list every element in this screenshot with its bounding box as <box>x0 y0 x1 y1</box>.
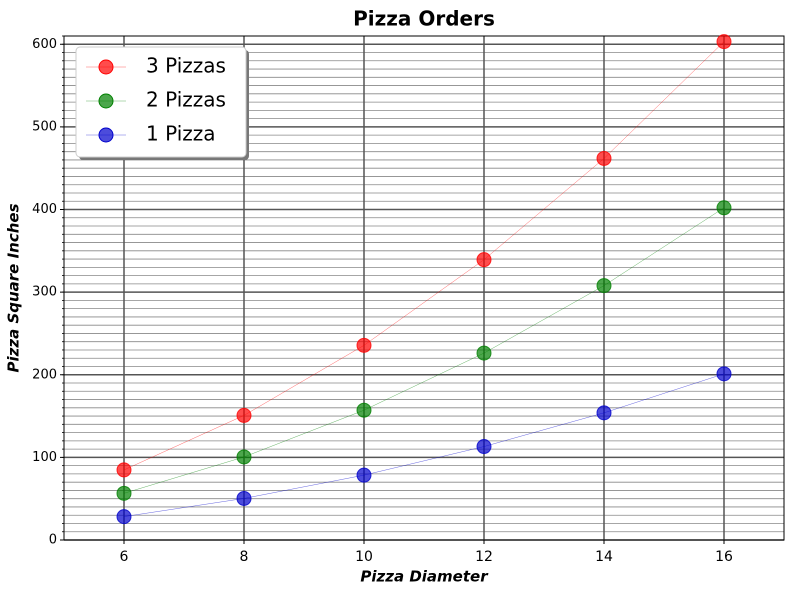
legend-marker <box>98 93 114 109</box>
data-point <box>476 345 492 361</box>
data-point <box>476 252 492 268</box>
legend-label: 1 Pizza <box>146 122 216 146</box>
data-point <box>236 449 252 465</box>
series-line <box>123 207 725 494</box>
data-point <box>716 34 732 50</box>
legend-box <box>75 46 247 158</box>
data-point <box>356 337 372 353</box>
legend-marker <box>98 127 114 143</box>
legend-marker <box>98 59 114 75</box>
data-point <box>236 407 252 423</box>
x-tick-label: 16 <box>715 549 733 565</box>
data-point <box>116 485 132 501</box>
data-point <box>596 150 612 166</box>
data-point <box>116 462 132 478</box>
y-axis-label: Pizza Square Inches <box>5 203 23 372</box>
data-point <box>716 366 732 382</box>
y-tick-label: 200 <box>32 367 57 382</box>
data-point <box>596 405 612 421</box>
legend: 3 Pizzas 2 Pizzas 1 Pizza <box>75 46 249 160</box>
data-point <box>236 490 252 506</box>
x-tick-label: 8 <box>240 549 249 565</box>
data-point <box>596 278 612 294</box>
y-tick-label: 400 <box>32 202 57 217</box>
data-point <box>356 402 372 418</box>
data-point <box>716 200 732 216</box>
data-point <box>356 467 372 483</box>
y-tick-label: 0 <box>49 533 57 548</box>
y-tick-label: 100 <box>32 450 57 465</box>
plot-frame <box>63 35 785 541</box>
x-axis-label: Pizza Diameter <box>360 568 489 586</box>
series-line <box>123 41 725 471</box>
x-tick-label: 6 <box>120 549 129 565</box>
y-tick-label: 600 <box>32 37 57 52</box>
x-tick-label: 14 <box>595 549 613 565</box>
chart-title: Pizza Orders <box>353 7 495 31</box>
legend-label: 2 Pizzas <box>146 88 226 112</box>
series-line <box>123 373 725 517</box>
y-tick-label: 500 <box>32 119 57 134</box>
data-point <box>116 509 132 525</box>
legend-label: 3 Pizzas <box>146 54 226 78</box>
y-tick-label: 300 <box>32 285 57 300</box>
x-tick-label: 10 <box>355 549 373 565</box>
data-point <box>476 439 492 455</box>
x-tick-label: 12 <box>475 549 493 565</box>
